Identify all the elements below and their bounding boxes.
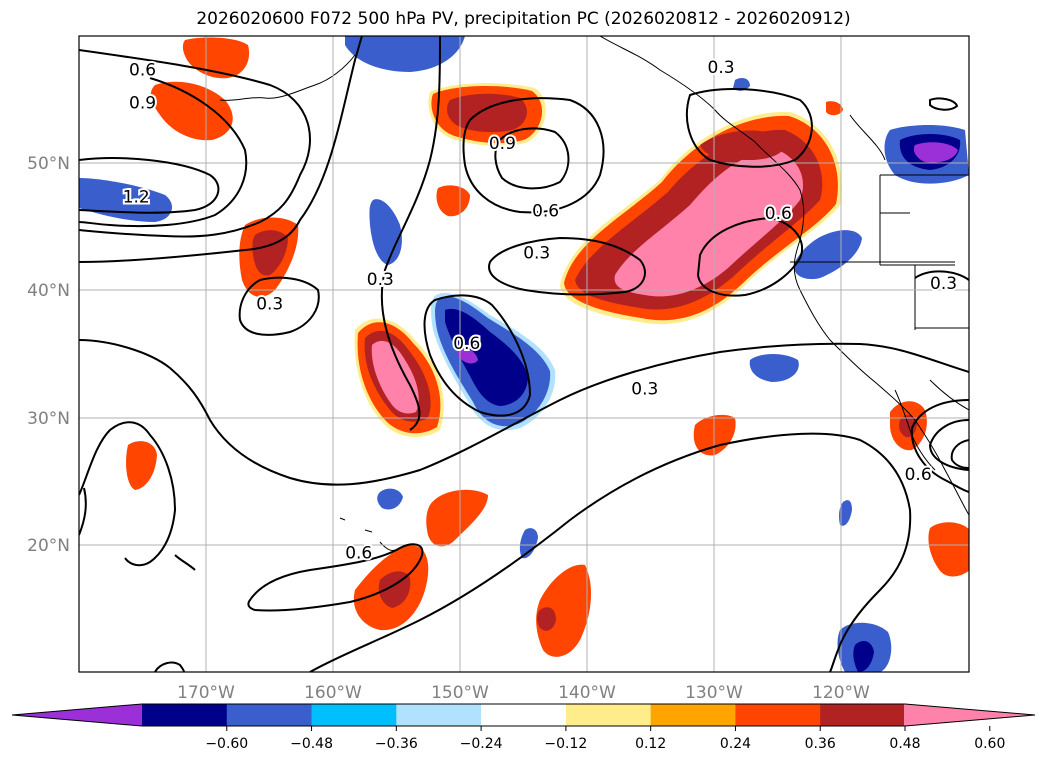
colorbar-tick-label: 0.36 — [805, 736, 836, 752]
colorbar-tick-label: −0.36 — [375, 736, 418, 752]
lon-tick-label: 160°W — [304, 683, 362, 703]
colorbar-tick-label: 0.48 — [889, 736, 920, 752]
contour-label: 0.3 — [367, 270, 394, 290]
contour-label: 0.6 — [905, 465, 932, 485]
map-frame — [78, 35, 970, 673]
lat-tick-label: 50°N — [27, 154, 70, 174]
colorbar-tick-label: −0.60 — [205, 736, 248, 752]
contour-label: 1.2 — [123, 188, 150, 208]
contour-label: 0.3 — [708, 58, 735, 78]
colorbar-outline — [11, 703, 1036, 727]
colorbar-tick-label: −0.24 — [460, 736, 503, 752]
colorbar-swatch — [820, 704, 906, 726]
lon-tick-label: 130°W — [685, 683, 743, 703]
pv-contours — [79, 36, 969, 672]
colorbar-extension-max — [904, 704, 1035, 726]
contour-labels: 0.6 0.9 1.2 0.3 0.3 0.9 0.6 0.3 0.6 0.3 0.6 0.3 0.6 0… — [121, 56, 959, 566]
colorbar-swatch — [565, 704, 652, 726]
colorbar-tick-label: 0.12 — [635, 736, 666, 752]
contour-label: 0.3 — [930, 274, 957, 294]
contour-label: 0.3 — [523, 244, 550, 264]
contour-label: 0.6 — [765, 204, 792, 224]
contour-label: 0.6 — [453, 334, 480, 354]
colorbar-swatch — [481, 704, 567, 726]
colorbar-extension-min — [12, 704, 143, 726]
colorbar-tick-label: 0.24 — [720, 736, 751, 752]
lon-tick-label: 140°W — [558, 683, 616, 703]
contour-label: 0.6 — [345, 544, 372, 564]
lon-tick-label: 150°W — [431, 683, 489, 703]
lon-axis-labels: 170°W 160°W 150°W 140°W 130°W 120°W — [177, 683, 870, 703]
contour-label: 0.3 — [631, 380, 658, 400]
contour-label: 0.9 — [129, 93, 156, 113]
colorbar-swatch — [735, 704, 821, 726]
colorbar-swatch — [226, 704, 313, 726]
lon-tick-label: 170°W — [177, 683, 235, 703]
contour-label: 0.6 — [532, 202, 559, 222]
lat-tick-label: 40°N — [27, 281, 70, 301]
colorbar-swatch — [142, 704, 228, 726]
contour-label: 0.3 — [256, 294, 283, 314]
colorbar-tick-label: −0.12 — [544, 736, 587, 752]
lat-tick-label: 30°N — [27, 409, 70, 429]
colorbar-tick-label: −0.48 — [290, 736, 333, 752]
colorbar-tick-label: 0.60 — [974, 736, 1005, 752]
lat-axis-labels: 50°N 40°N 30°N 20°N — [27, 154, 70, 556]
colorbar-swatch — [396, 704, 482, 726]
colorbar-swatch — [650, 704, 737, 726]
contour-label: 0.9 — [489, 134, 516, 154]
contour-label: 0.6 — [129, 60, 156, 80]
colorbar-swatch — [311, 704, 397, 726]
lat-tick-label: 20°N — [27, 536, 70, 556]
lon-tick-label: 120°W — [812, 683, 870, 703]
chart-title: 2026020600 F072 500 hPa PV, precipitatio… — [196, 9, 851, 29]
colorbar: −0.60 −0.48 −0.36 −0.24 −0.12 0.12 0.24 0.36 0.4… — [11, 703, 1036, 752]
